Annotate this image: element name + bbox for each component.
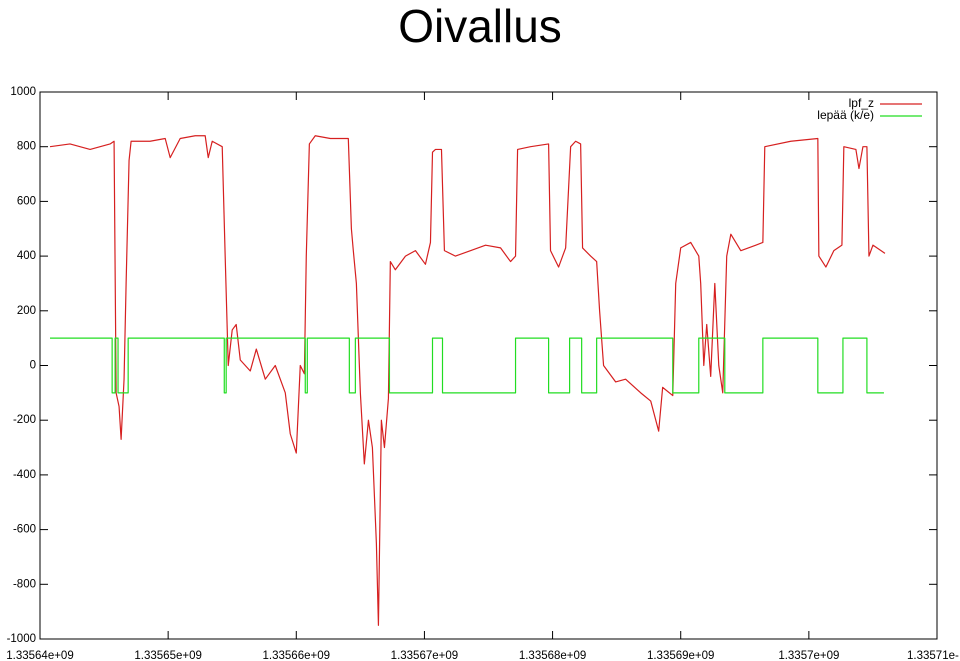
y-tick-label: 600 (17, 195, 36, 207)
y-tick-label: 0 (30, 360, 36, 372)
x-tick-label: 1.33564e+09 (6, 650, 73, 661)
data-line (49, 135, 886, 626)
x-tick-label: 1.33565e+09 (134, 650, 201, 661)
data-line (50, 337, 884, 394)
y-tick-label: -600 (13, 524, 36, 536)
y-tick-label: -400 (13, 469, 36, 481)
x-tick-label: 1.33571e- (907, 650, 959, 661)
legend-label: lepää (k/e) (817, 108, 874, 122)
x-tick-label: 1.33568e+09 (519, 650, 586, 661)
slide-title: Oivallus (398, 0, 562, 52)
legend-label: lpf_z (849, 96, 874, 110)
y-tick-label: 1000 (10, 86, 36, 98)
x-tick-label: 1.3357e+09 (778, 650, 839, 661)
y-tick-label: 800 (17, 141, 36, 153)
x-tick-label: 1.33569e+09 (647, 650, 714, 661)
x-tick-label: 1.33567e+09 (391, 650, 458, 661)
x-tick-label: 1.33566e+09 (263, 650, 330, 661)
y-tick-label: -1000 (7, 633, 36, 645)
y-tick-label: -800 (13, 578, 36, 590)
y-tick-label: -200 (13, 414, 36, 426)
y-tick-label: 200 (17, 305, 36, 317)
y-tick-label: 400 (17, 250, 36, 262)
